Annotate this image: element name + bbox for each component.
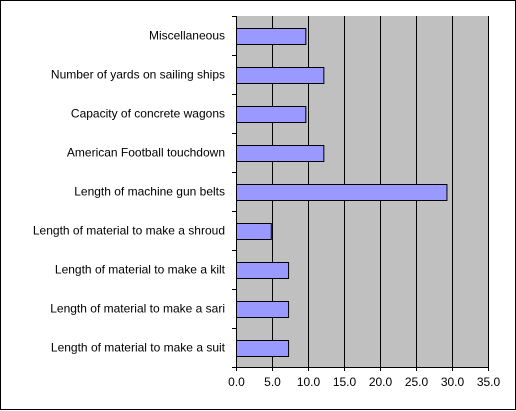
- x-tick-label: 10.0: [297, 375, 321, 389]
- category-label: Length of material to make a kilt: [55, 263, 226, 277]
- x-tick-label: 5.0: [264, 375, 281, 389]
- category-label: American Football touchdown: [67, 146, 225, 160]
- x-tick-label: 30.0: [441, 375, 465, 389]
- category-label: Length of material to make a sari: [50, 302, 225, 316]
- bar: [236, 340, 290, 357]
- axes: [232, 16, 489, 371]
- x-tick-label: 20.0: [369, 375, 393, 389]
- x-tick-label: 0.0: [228, 375, 245, 389]
- x-tick-label: 35.0: [477, 375, 501, 389]
- category-label: Number of yards on sailing ships: [51, 68, 225, 82]
- bar: [236, 145, 325, 162]
- bars: [236, 28, 448, 357]
- category-label: Length of machine gun belts: [74, 185, 225, 199]
- category-label: Miscellaneous: [149, 29, 225, 43]
- bar: [236, 28, 307, 45]
- labels: 0.0 5.0 10.0 15.0 20.0 25.0 30.0 35.0 Miscellane…: [33, 29, 501, 390]
- bar: [236, 184, 448, 201]
- category-label: Length of material to make a suit: [51, 341, 226, 355]
- category-label: Length of material to make a shroud: [33, 224, 225, 238]
- bar: [236, 106, 307, 123]
- category-label: Capacity of concrete wagons: [71, 107, 225, 121]
- bar: [236, 262, 290, 279]
- bar: [236, 67, 325, 84]
- x-tick-label: 15.0: [333, 375, 357, 389]
- bar: [236, 223, 272, 240]
- x-tick-label: 25.0: [405, 375, 429, 389]
- bar: [236, 301, 290, 318]
